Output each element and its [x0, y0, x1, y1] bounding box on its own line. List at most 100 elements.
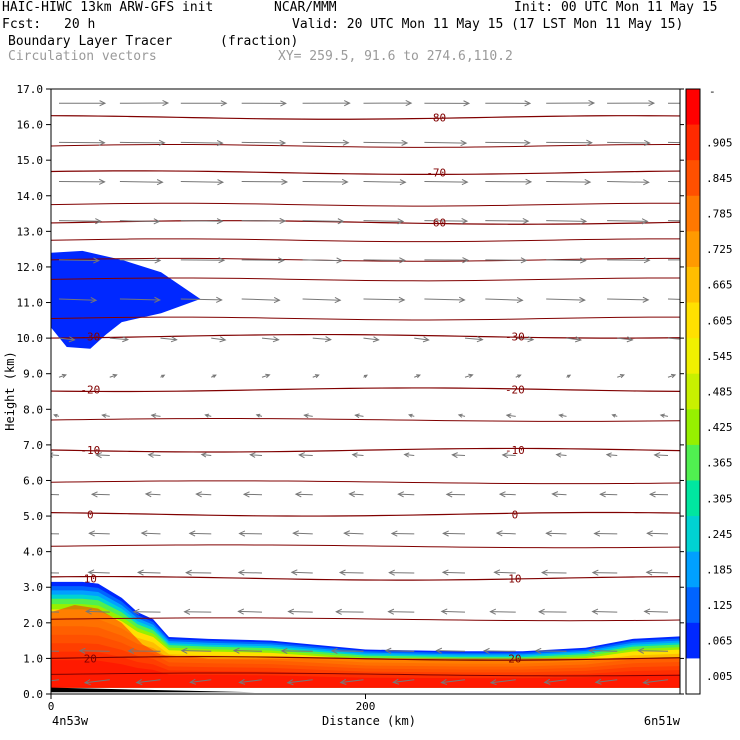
- circulation-vector: [667, 374, 676, 378]
- circulation-vector: [424, 298, 465, 301]
- model-title: HAIC-HIWC 13km ARW-GFS init: [2, 0, 214, 15]
- circulation-vector-head: [83, 679, 91, 686]
- circulation-vector: [566, 337, 581, 341]
- colorbar-tick-label: .425: [706, 421, 733, 434]
- circulation-vector-head: [643, 139, 651, 147]
- colorbar-tick-label: .785: [706, 208, 733, 221]
- circulation-vector: [109, 374, 117, 378]
- circulation-vector: [109, 337, 128, 341]
- circulation-vector: [201, 454, 212, 457]
- temperature-contour-minor: [51, 480, 680, 485]
- circulation-vector-head: [440, 608, 448, 615]
- colorbar-tick-label: .125: [706, 599, 733, 612]
- circulation-vector: [424, 141, 467, 144]
- circulation-vector-head: [294, 491, 302, 498]
- circulation-vector: [363, 220, 404, 222]
- temperature-contour-minor: [51, 316, 680, 321]
- circulation-vector-head: [463, 100, 471, 107]
- circulation-vector: [355, 414, 364, 417]
- colorbar-swatch: [686, 302, 700, 339]
- colorbar-swatch: [686, 266, 700, 304]
- circulation-vector-head: [540, 569, 548, 576]
- circulation-vector-head: [242, 491, 250, 498]
- circulation-vector-head: [524, 100, 532, 107]
- circulation-vector-head: [398, 296, 406, 303]
- circulation-vector: [51, 454, 60, 457]
- circulation-vector-head: [605, 452, 612, 458]
- circulation-vector-head: [343, 100, 351, 107]
- circulation-vector-head: [200, 452, 207, 458]
- circulation-vector-head: [520, 257, 528, 264]
- circulation-vector: [502, 454, 516, 457]
- circulation-vector: [340, 571, 364, 574]
- circulation-vector-head: [185, 569, 192, 576]
- circulation-vector: [234, 650, 263, 652]
- circulation-vector-head: [646, 530, 653, 537]
- circulation-vector-head: [217, 179, 225, 186]
- circulation-vector-head: [476, 336, 484, 343]
- circulation-vector: [556, 454, 567, 457]
- colorbar-frame: [685, 88, 701, 695]
- circulation-vector: [546, 220, 586, 222]
- circulation-vector: [136, 679, 161, 684]
- field-name: Boundary Layer Tracer: [8, 34, 173, 49]
- y-tick-label: 9.0: [23, 368, 43, 381]
- circulation-vector-head: [619, 373, 625, 379]
- y-tick-label: 6.0: [23, 474, 43, 487]
- circulation-vector: [363, 141, 408, 144]
- contour-label: -70: [426, 167, 446, 180]
- circulation-vector: [385, 650, 415, 652]
- circulation-vector: [546, 532, 567, 535]
- circulation-vector: [441, 610, 466, 613]
- circulation-vector-head: [387, 608, 395, 615]
- y-tick-label: 11.0: [17, 297, 44, 310]
- circulation-vector-head: [626, 336, 634, 343]
- circulation-vector-head: [154, 257, 162, 264]
- circulation-vector-head: [336, 257, 344, 264]
- circulation-vector: [544, 679, 567, 683]
- circulation-vector-head: [397, 218, 405, 225]
- circulation-vector: [287, 679, 313, 684]
- circulation-vector: [261, 337, 279, 341]
- circulation-vector: [293, 532, 313, 535]
- circulation-vector-head: [461, 179, 469, 186]
- circulation-vector-head: [144, 491, 152, 498]
- temperature-contour: [51, 511, 680, 517]
- circulation-vector: [51, 679, 60, 682]
- colorbar-swatch: [686, 195, 700, 232]
- circulation-vector-head: [408, 413, 413, 418]
- circulation-vector: [515, 337, 534, 341]
- y-tick-label: 5.0: [23, 510, 43, 523]
- colorbar-tick-label: .365: [706, 457, 733, 470]
- circulation-vector: [312, 337, 331, 341]
- colorbar-swatch: [686, 124, 700, 161]
- circulation-vector-head: [278, 257, 285, 264]
- contour-label: -10: [505, 444, 525, 457]
- circulation-vector-head: [501, 452, 509, 459]
- circulation-vector-head: [588, 647, 596, 654]
- y-tick-label: 2.0: [23, 617, 43, 630]
- circulation-vector: [302, 298, 341, 301]
- circulation-vector-head: [95, 218, 102, 225]
- circulation-vector: [211, 337, 226, 341]
- circulation-vector-head: [341, 178, 349, 185]
- temperature-contour: [51, 170, 680, 176]
- forecast-label: Fcst:: [2, 17, 42, 32]
- circulation-vector-head: [567, 374, 572, 379]
- circulation-vector-head: [405, 100, 413, 107]
- circulation-vector-head: [517, 374, 522, 379]
- circulation-vector-head: [586, 139, 593, 146]
- circulation-vector-head: [68, 336, 76, 343]
- colorbar-swatch: [686, 622, 700, 659]
- temperature-contour: [51, 575, 680, 581]
- circulation-vector-head: [237, 608, 245, 615]
- contour-label: -30: [80, 330, 100, 343]
- circulation-vector-head: [216, 139, 224, 147]
- circulation-vector-head: [325, 336, 332, 343]
- circulation-vector-head: [280, 100, 287, 107]
- circulation-vector: [180, 181, 223, 183]
- colorbar-tick-label: .905: [706, 136, 733, 149]
- circulation-vector-head: [707, 101, 712, 106]
- circulation-vector-head: [127, 647, 135, 655]
